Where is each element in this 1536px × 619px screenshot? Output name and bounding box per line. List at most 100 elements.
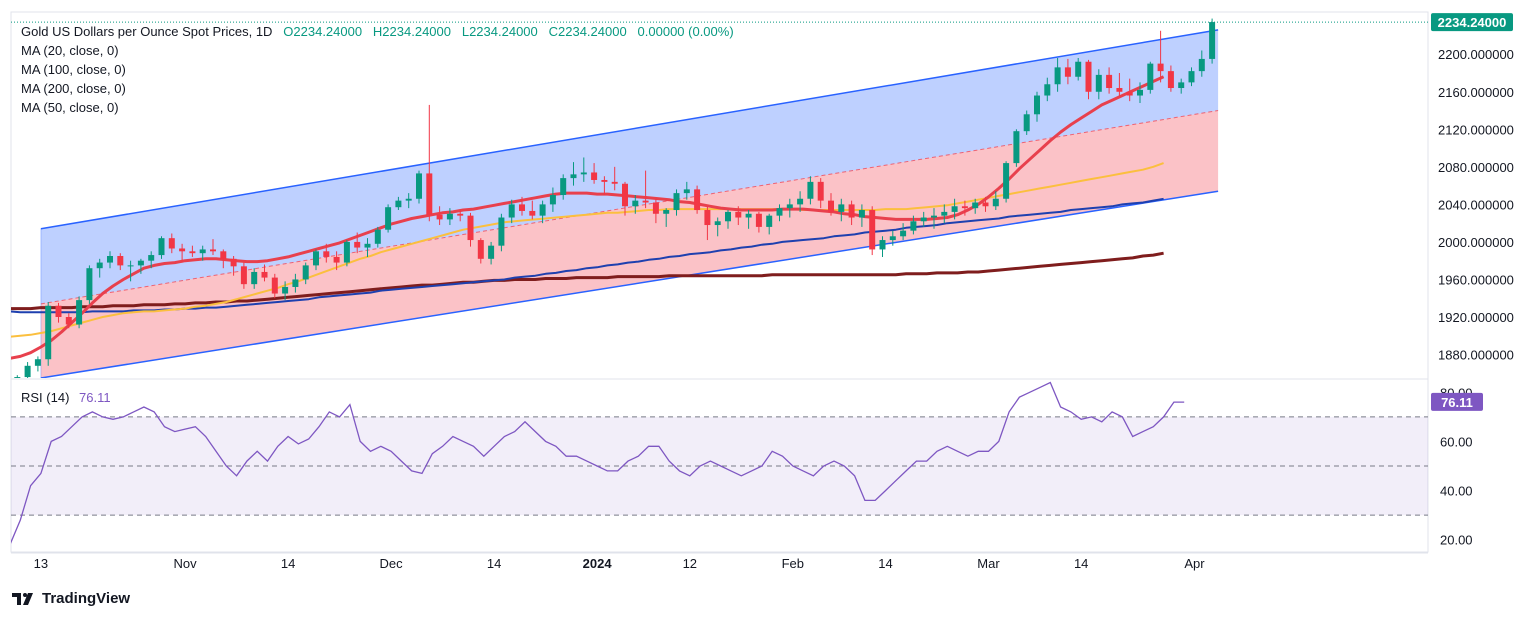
candle (580, 172, 587, 175)
time-tick-label: Dec (380, 556, 404, 571)
price-pane[interactable]: 2234.24000 2200.000000 2160.000000 2120.000… (0, 11, 1514, 553)
candle (632, 200, 639, 207)
candle (570, 174, 577, 179)
candle (807, 181, 814, 199)
time-tick-label: Mar (977, 556, 1000, 571)
candle (1106, 74, 1113, 89)
candle (848, 204, 855, 218)
candle (725, 211, 731, 222)
rsi-tick-label: 20.00 (1440, 533, 1473, 548)
candle (1044, 84, 1051, 96)
candle (34, 359, 41, 366)
rsi-legend-value: 76.11 (79, 390, 111, 405)
legend-open: O2234.24000 (283, 24, 363, 39)
candle (302, 265, 309, 280)
candle (96, 262, 103, 269)
price-tick-label: 1920.000000 (1438, 310, 1514, 325)
candle (1054, 67, 1061, 85)
candle (591, 172, 598, 180)
candle (539, 204, 546, 216)
candle (1209, 22, 1216, 59)
legend-low: L2234.24000 (461, 24, 538, 39)
rsi-legend-label: RSI (14) (21, 390, 70, 405)
rsi-tick-label: 40.00 (1440, 484, 1473, 499)
candle (549, 195, 556, 205)
candle (271, 277, 278, 294)
price-tick-label: 2000.000000 (1438, 235, 1514, 250)
channel-upper-fill (40, 29, 1219, 304)
time-tick-label: Nov (174, 556, 198, 571)
candle (611, 181, 618, 184)
last-price-tag (1431, 13, 1513, 32)
candle (519, 204, 525, 211)
candle (1064, 67, 1071, 77)
candle (385, 207, 392, 230)
candle (1085, 61, 1092, 92)
candle (127, 265, 134, 267)
time-tick-label: Feb (782, 556, 804, 571)
candle (488, 245, 495, 259)
candle (1075, 61, 1082, 77)
candle (900, 230, 907, 237)
candle (457, 213, 464, 216)
time-tick-label: 14 (281, 556, 295, 571)
candle (776, 208, 783, 216)
candle (405, 198, 412, 201)
candle (282, 286, 289, 294)
time-axis[interactable]: 13 Nov 14 Dec 14 2024 12 Feb 14 Mar 14 Apr (11, 552, 1428, 571)
channel-lower-line (40, 190, 1219, 378)
candle (1116, 88, 1123, 92)
candle (65, 317, 72, 325)
candle (992, 198, 999, 207)
rsi-group (11, 381, 1185, 544)
tradingview-logo-text: TradingView (42, 590, 131, 607)
candle (910, 221, 917, 231)
candle (1137, 89, 1143, 96)
candle (1178, 82, 1185, 89)
price-tick-label: 2160.000000 (1438, 85, 1514, 100)
candle (1126, 91, 1133, 96)
rsi-tick-label: 60.00 (1440, 434, 1473, 449)
legend-ma20[interactable]: MA (20, close, 0) (21, 43, 119, 58)
ma200-line (11, 251, 1164, 311)
candle (117, 256, 124, 266)
legend-ma100[interactable]: MA (100, close, 0) (21, 62, 126, 77)
price-tick-label: 2040.000000 (1438, 197, 1514, 212)
candle (951, 206, 958, 212)
legend-ma50[interactable]: MA (50, close, 0) (21, 100, 119, 115)
candle (436, 214, 443, 220)
candle (364, 243, 371, 248)
candle (220, 251, 227, 259)
candle (1003, 163, 1010, 199)
candle (642, 200, 649, 203)
tradingview-logo[interactable]: TradingView (12, 590, 130, 607)
candle (529, 210, 536, 216)
rsi-line (11, 381, 1185, 544)
price-tick-label: 2200.000000 (1438, 47, 1514, 62)
candle (354, 241, 361, 248)
candle (601, 179, 608, 182)
candle (786, 204, 793, 209)
price-tick-label: 1880.000000 (1438, 348, 1514, 363)
candle (683, 189, 690, 194)
candle (395, 200, 402, 208)
candle (168, 238, 175, 249)
ma20-line (11, 75, 1165, 360)
legend-ma200[interactable]: MA (200, close, 0) (21, 81, 126, 96)
candle (426, 173, 433, 215)
rsi-legend[interactable]: RSI (14) 76.11 (21, 390, 111, 405)
candle (137, 260, 144, 266)
candle (879, 240, 886, 250)
candle (817, 181, 824, 201)
candle (797, 198, 804, 205)
candle (1147, 63, 1154, 90)
legend-symbol-title: Gold US Dollars per Ounce Spot Prices, 1… (21, 24, 273, 39)
candle (45, 305, 52, 360)
legend-change: 0.00000 (0.00%) (637, 24, 734, 39)
candle (333, 256, 340, 263)
channel-upper-line (40, 29, 1219, 230)
time-tick-label: 14 (878, 556, 892, 571)
candle (498, 217, 505, 246)
